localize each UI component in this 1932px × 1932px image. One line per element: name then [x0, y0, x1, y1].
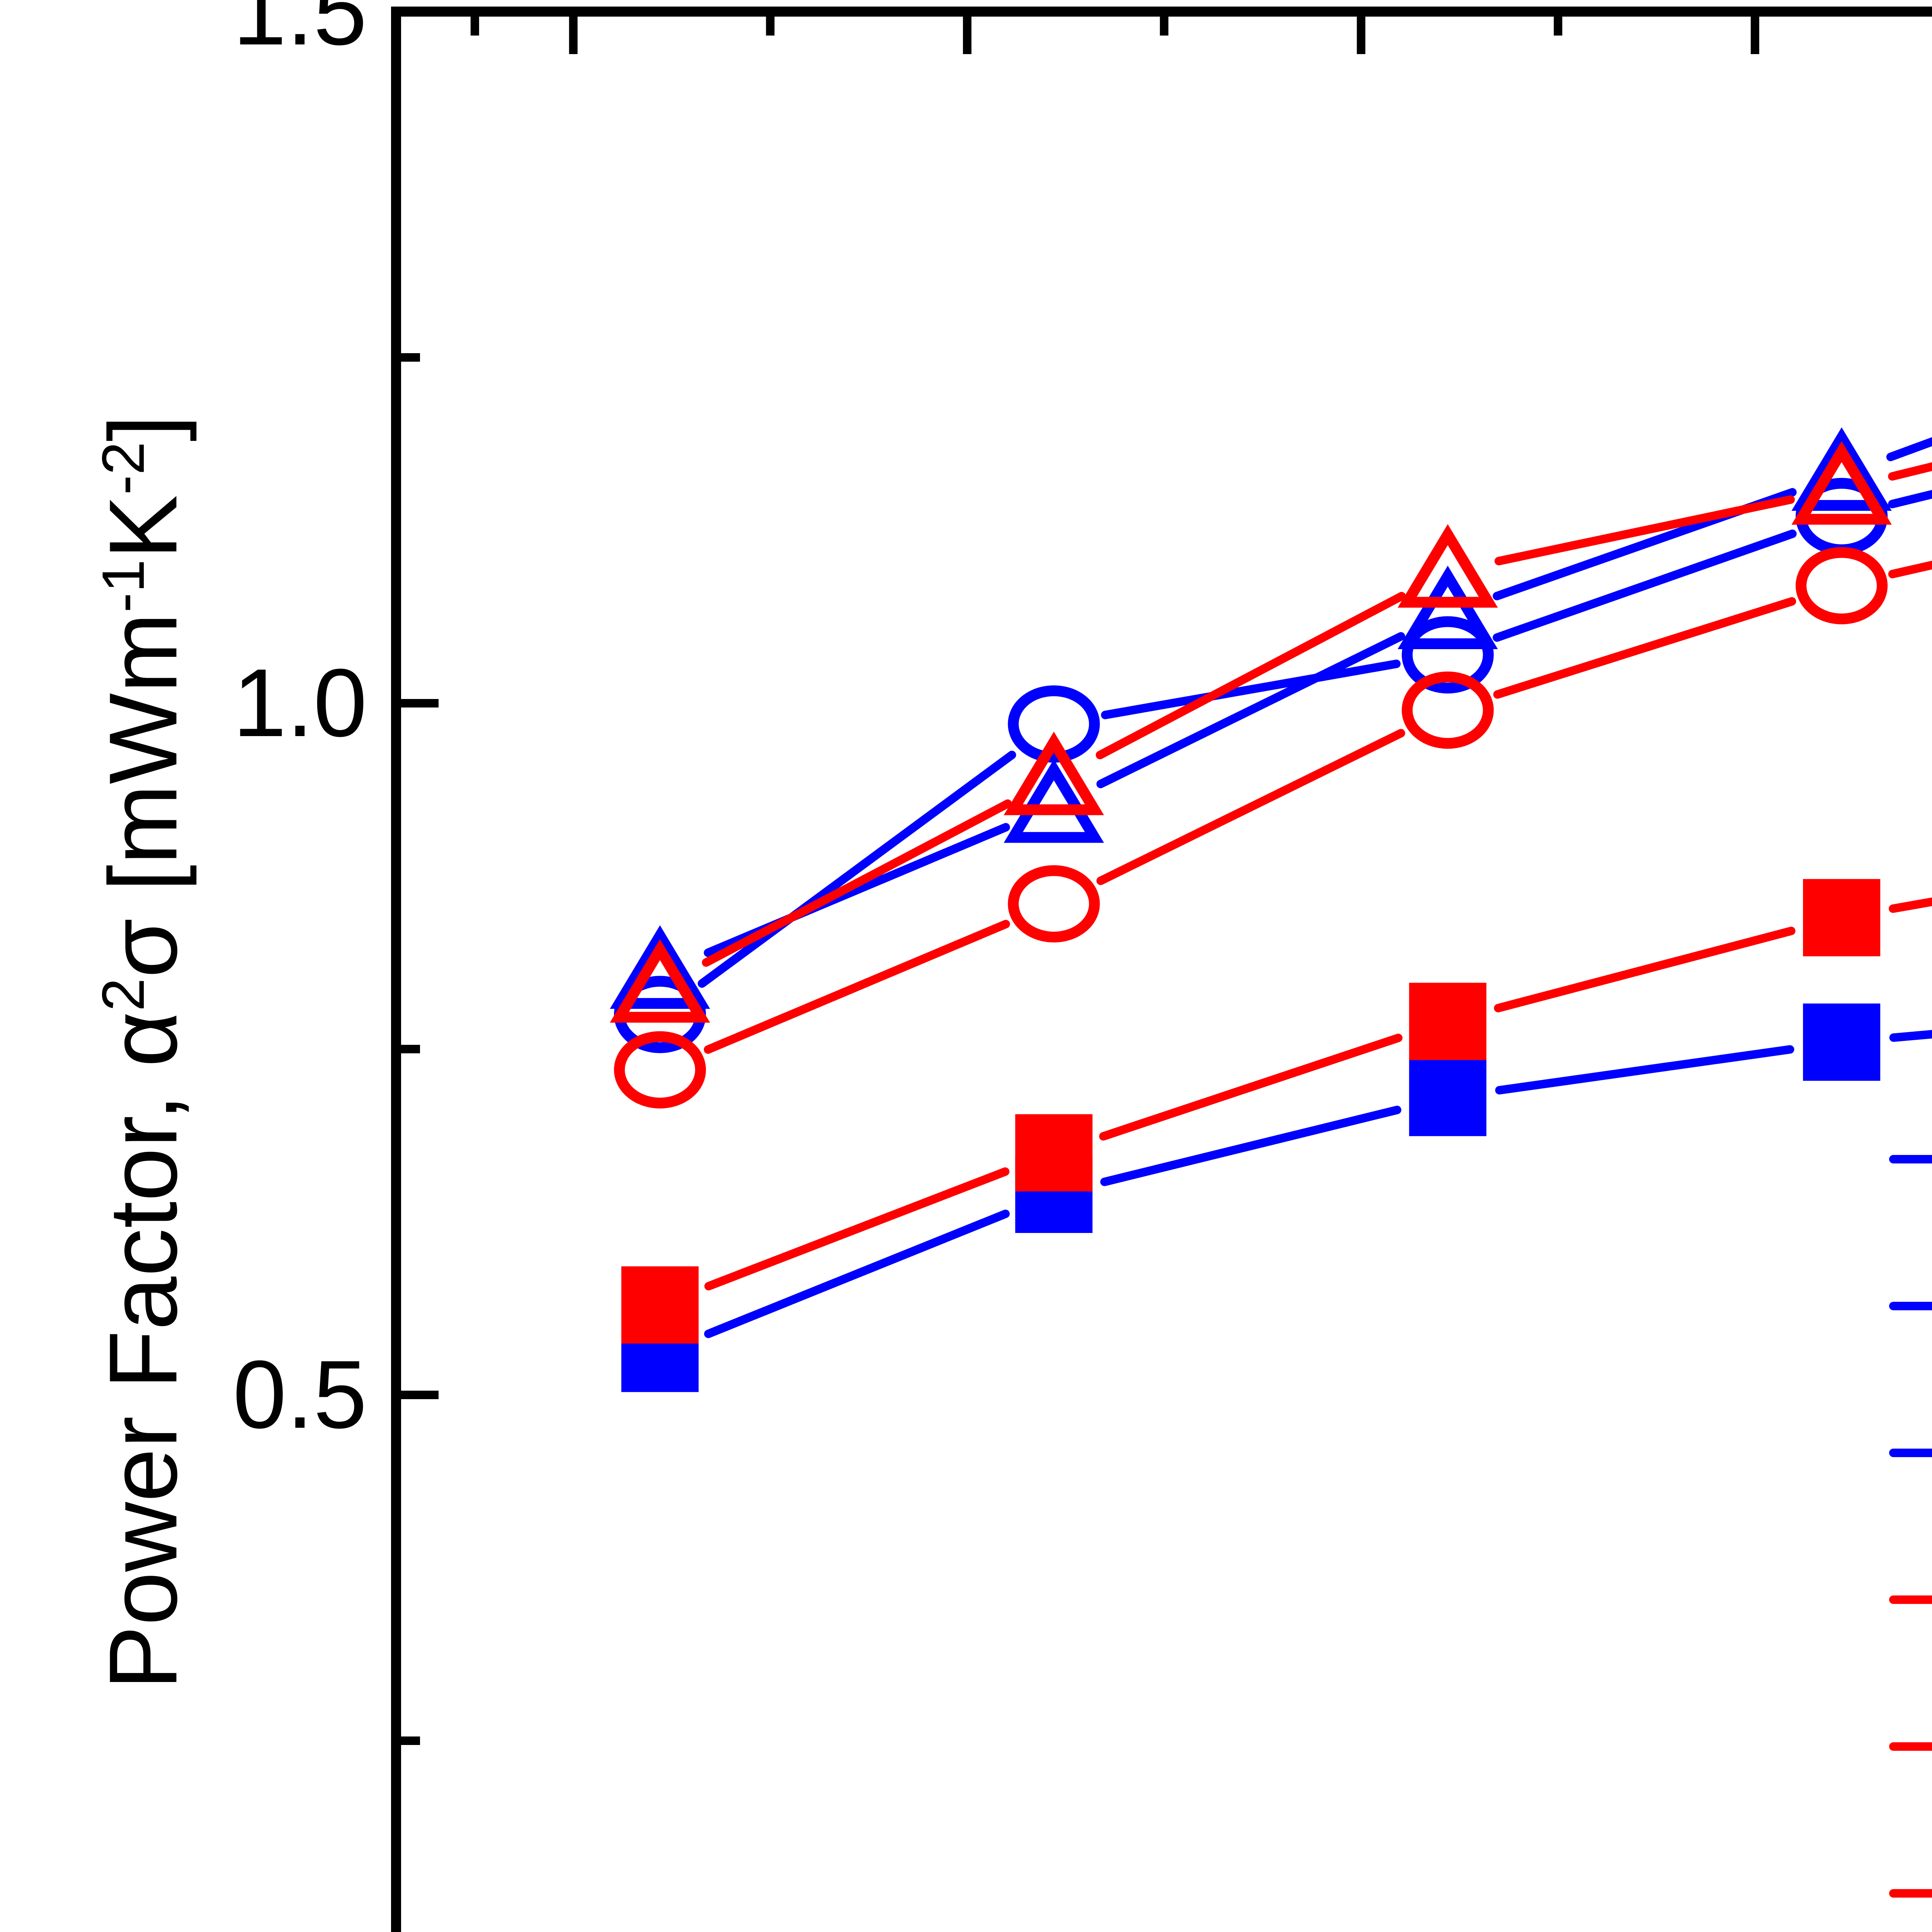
legend-key-3 — [1889, 1595, 1932, 1604]
series-mnsi1-73-ge0-02 — [614, 547, 1932, 1109]
y-title-unit-close: ] — [89, 415, 197, 442]
series-mnsi1-72-ref-13- — [621, 1003, 1932, 1392]
series-mnsi1-73-ref-13- — [621, 879, 1932, 1344]
series-mnsi1-73-ge0-03 — [610, 441, 1932, 1023]
legend-key-4 — [1889, 1742, 1932, 1751]
y-tick-label-2: 1.0 — [233, 649, 367, 757]
y-title-unit-open: [mWm — [89, 612, 197, 918]
legend-key-1 — [1889, 1302, 1932, 1310]
legend-key-2 — [1889, 1449, 1932, 1457]
legend-key-0 — [1889, 1155, 1932, 1163]
y-tick-label-1: 0.5 — [233, 1340, 367, 1448]
y-title-unit-kelvin: K — [89, 495, 197, 560]
y-title-alpha-exponent: 2 — [90, 978, 157, 1012]
y-tick-label-3: 1.5 — [233, 0, 367, 65]
y-title-unit-exponent-1: -1 — [90, 559, 157, 613]
y-title-unit-exponent-2: -2 — [90, 441, 157, 495]
y-title-lead: Power Factor, — [89, 1067, 197, 1690]
y-title-sigma: σ — [89, 918, 197, 978]
legend-key-5 — [1889, 1889, 1932, 1898]
y-axis-title-text: Power Factor, α2σ [mWm-1K-2] — [88, 396, 199, 1709]
y-title-alpha: α — [89, 1011, 197, 1067]
